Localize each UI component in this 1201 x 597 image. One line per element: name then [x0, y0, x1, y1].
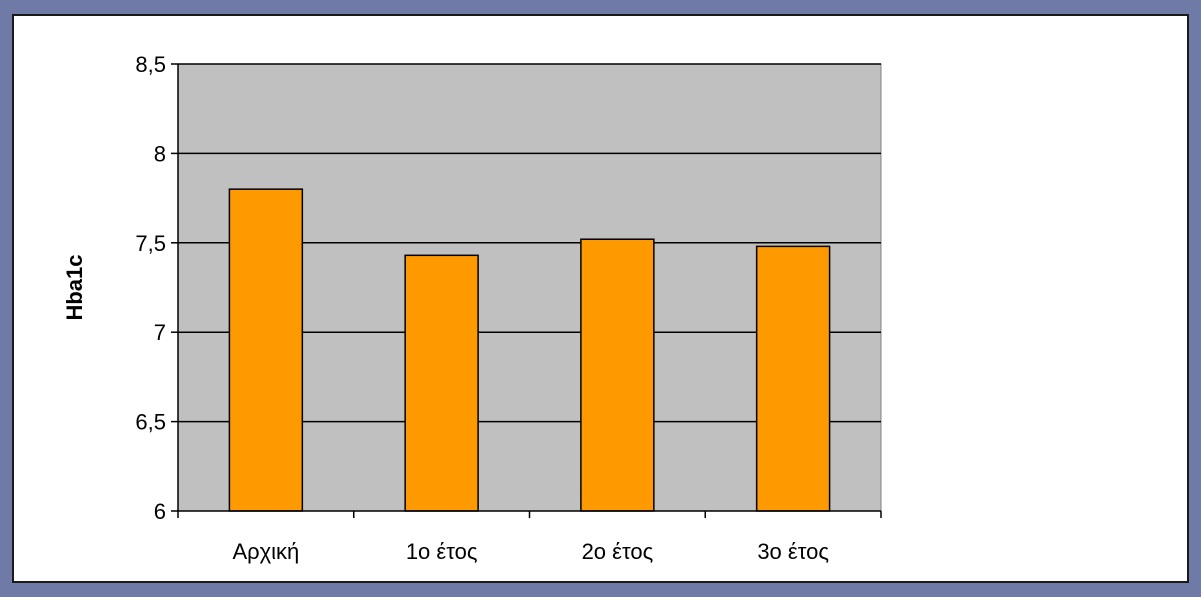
tick-labels: 6 6,5 7 7,5 8 8,5 Αρχική 1ο έτος 2ο έτος 3ο έτος	[135, 52, 829, 564]
y-tick-label: 8	[154, 141, 166, 166]
y-tick-label: 6	[154, 499, 166, 524]
y-tick-label: 6,5	[135, 410, 166, 435]
y-tick-label: 7,5	[135, 231, 166, 256]
x-tick-label: 2ο έτος	[582, 539, 654, 564]
y-tick-label: 7	[154, 320, 166, 345]
bars	[228, 188, 831, 512]
bar	[228, 188, 304, 512]
bar	[580, 238, 655, 512]
bar	[755, 245, 831, 512]
x-tick-label: 3ο έτος	[757, 539, 829, 564]
y-axis-title: Hba1c	[62, 254, 87, 320]
x-tick-label: 1ο έτος	[406, 539, 478, 564]
axes	[171, 63, 882, 518]
chart-frame: 6 6,5 7 7,5 8 8,5 Αρχική 1ο έτος 2ο έτος 3ο έτος …	[12, 14, 1189, 583]
bar	[404, 254, 479, 512]
x-tick-label: Αρχική	[232, 539, 299, 564]
y-tick-label: 8,5	[135, 52, 166, 77]
